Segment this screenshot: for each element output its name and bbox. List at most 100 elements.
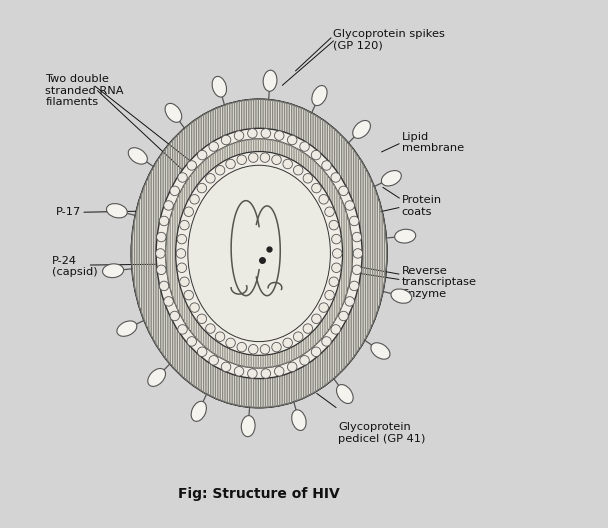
Ellipse shape	[312, 86, 327, 106]
Circle shape	[303, 174, 313, 183]
Circle shape	[350, 281, 359, 291]
Circle shape	[170, 186, 179, 196]
Circle shape	[329, 277, 339, 287]
Ellipse shape	[191, 401, 206, 421]
Circle shape	[283, 338, 292, 347]
Circle shape	[331, 234, 341, 244]
Circle shape	[325, 207, 334, 216]
Circle shape	[247, 369, 257, 378]
Ellipse shape	[263, 70, 277, 91]
Circle shape	[300, 142, 309, 152]
Circle shape	[215, 165, 225, 175]
Circle shape	[274, 131, 284, 140]
Circle shape	[237, 155, 246, 165]
Text: P-17: P-17	[56, 208, 81, 217]
Text: Glycoprotein spikes
(GP 120): Glycoprotein spikes (GP 120)	[333, 29, 445, 51]
Circle shape	[209, 142, 218, 152]
Circle shape	[190, 303, 199, 313]
Circle shape	[209, 355, 218, 365]
Circle shape	[260, 153, 270, 163]
Circle shape	[345, 297, 354, 306]
Circle shape	[156, 249, 165, 258]
Text: Reverse
transcriptase
Enzyme: Reverse transcriptase Enzyme	[402, 266, 477, 299]
Circle shape	[221, 362, 231, 372]
Circle shape	[322, 161, 331, 170]
Circle shape	[312, 183, 321, 193]
Circle shape	[184, 207, 193, 216]
Circle shape	[197, 314, 207, 324]
Ellipse shape	[156, 128, 362, 379]
Circle shape	[300, 355, 309, 365]
Ellipse shape	[395, 229, 416, 243]
Ellipse shape	[212, 77, 227, 97]
Circle shape	[178, 325, 187, 334]
Ellipse shape	[165, 103, 182, 122]
Circle shape	[331, 173, 340, 182]
Ellipse shape	[131, 99, 387, 408]
Circle shape	[311, 150, 321, 160]
Circle shape	[352, 232, 362, 242]
Circle shape	[221, 135, 231, 145]
Ellipse shape	[106, 204, 127, 218]
Circle shape	[177, 263, 187, 272]
Circle shape	[206, 174, 215, 183]
Circle shape	[352, 265, 362, 275]
Text: Glycoprotein
pedicel (GP 41): Glycoprotein pedicel (GP 41)	[338, 422, 426, 444]
Circle shape	[260, 344, 270, 354]
Circle shape	[261, 129, 271, 138]
Circle shape	[234, 131, 244, 140]
Circle shape	[272, 155, 282, 165]
Text: Two double
stranded RNA
filaments: Two double stranded RNA filaments	[45, 74, 124, 107]
Circle shape	[198, 347, 207, 356]
Circle shape	[294, 332, 303, 342]
Circle shape	[353, 249, 362, 258]
Ellipse shape	[353, 120, 370, 138]
Circle shape	[187, 161, 196, 170]
Circle shape	[311, 347, 321, 356]
Circle shape	[325, 290, 334, 300]
Circle shape	[350, 216, 359, 225]
Circle shape	[339, 186, 348, 196]
Circle shape	[156, 265, 166, 275]
Ellipse shape	[381, 171, 401, 186]
Circle shape	[187, 337, 196, 346]
Circle shape	[331, 263, 341, 272]
Circle shape	[234, 366, 244, 376]
Circle shape	[249, 344, 258, 354]
Circle shape	[180, 220, 189, 230]
Ellipse shape	[371, 343, 390, 359]
Text: Lipid
membrane: Lipid membrane	[402, 132, 464, 153]
Ellipse shape	[176, 152, 342, 355]
Ellipse shape	[103, 264, 123, 278]
Circle shape	[261, 369, 271, 378]
Circle shape	[176, 249, 185, 258]
Circle shape	[303, 324, 313, 333]
Text: Protein
coats: Protein coats	[402, 195, 442, 216]
Ellipse shape	[165, 139, 353, 368]
Circle shape	[312, 314, 321, 324]
Circle shape	[272, 342, 282, 352]
Ellipse shape	[148, 369, 165, 386]
Ellipse shape	[117, 321, 137, 336]
Circle shape	[159, 281, 169, 291]
Circle shape	[198, 150, 207, 160]
Circle shape	[237, 342, 246, 352]
Circle shape	[184, 290, 193, 300]
Ellipse shape	[336, 384, 353, 403]
Circle shape	[226, 159, 235, 169]
Circle shape	[319, 194, 328, 204]
Circle shape	[215, 332, 225, 342]
Circle shape	[322, 337, 331, 346]
Circle shape	[206, 324, 215, 333]
Circle shape	[164, 201, 173, 210]
Circle shape	[274, 366, 284, 376]
Circle shape	[329, 220, 339, 230]
Circle shape	[283, 159, 292, 169]
Text: Fig: Structure of HIV: Fig: Structure of HIV	[178, 486, 340, 501]
Circle shape	[294, 165, 303, 175]
Circle shape	[177, 234, 187, 244]
Circle shape	[288, 135, 297, 145]
Circle shape	[226, 338, 235, 347]
Circle shape	[159, 216, 169, 225]
Ellipse shape	[131, 99, 387, 408]
